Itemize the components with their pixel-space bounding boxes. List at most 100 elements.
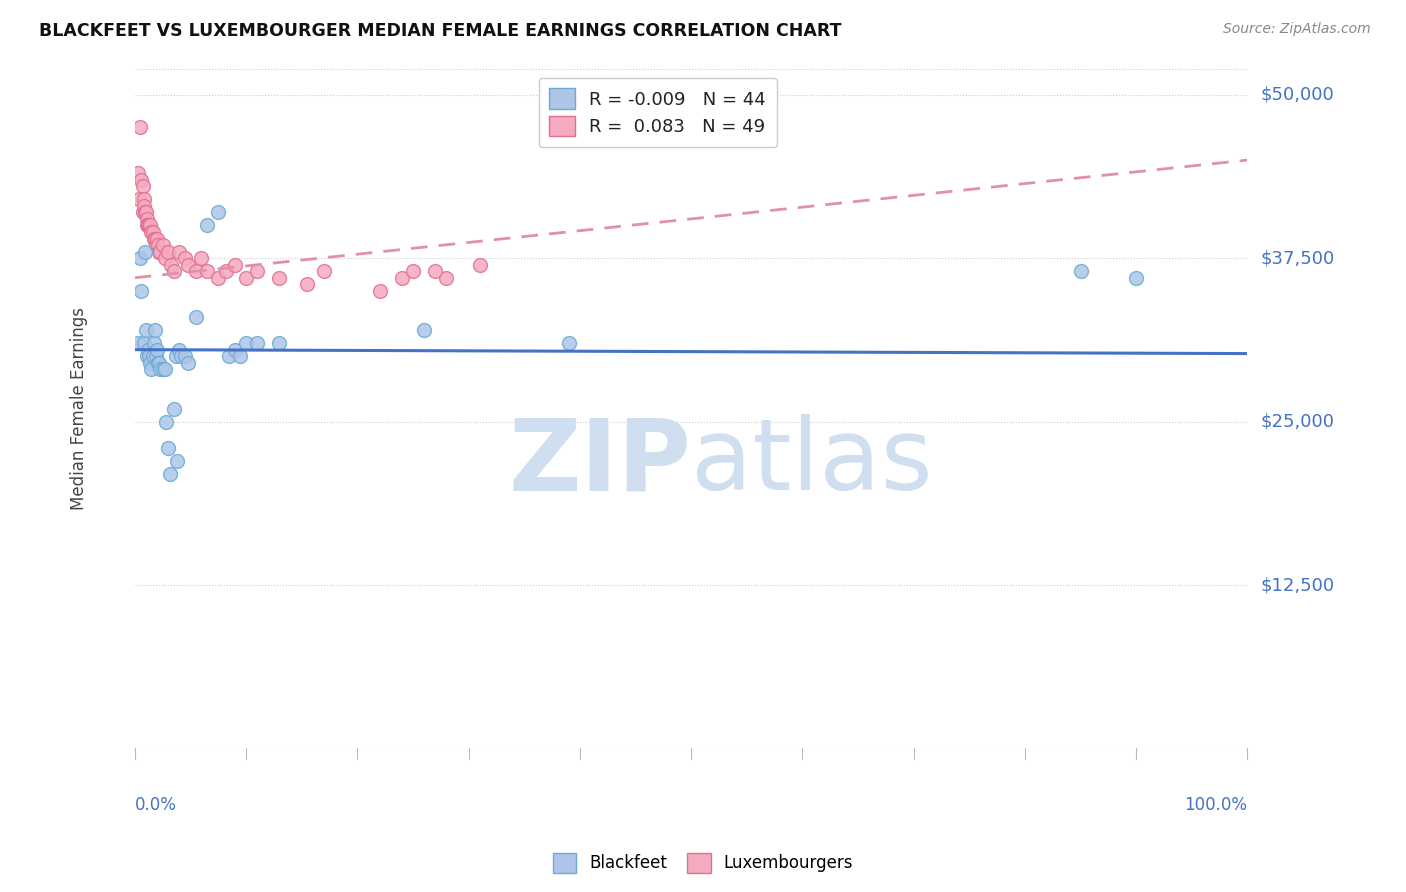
Point (235, 270, 257, 285)
Point (132, 336, 155, 351)
Point (195, 264, 218, 278)
Point (145, 238, 167, 252)
Point (152, 362, 174, 376)
Point (177, 356, 200, 370)
Point (127, 166, 149, 180)
Point (138, 349, 160, 363)
Point (141, 349, 163, 363)
Point (153, 251, 176, 265)
Text: BLACKFEET VS LUXEMBOURGER MEDIAN FEMALE EARNINGS CORRELATION CHART: BLACKFEET VS LUXEMBOURGER MEDIAN FEMALE … (39, 22, 842, 40)
Point (136, 343, 159, 357)
Point (134, 244, 156, 259)
Point (163, 264, 186, 278)
Legend: R = -0.009   N = 44, R =  0.083   N = 49: R = -0.009 N = 44, R = 0.083 N = 49 (538, 78, 776, 147)
Point (1125, 270, 1147, 285)
Point (155, 415, 177, 429)
Text: 100.0%: 100.0% (1184, 796, 1247, 814)
Point (170, 349, 193, 363)
Point (312, 264, 335, 278)
Point (195, 219, 218, 233)
Point (167, 343, 190, 357)
Point (157, 244, 180, 259)
Point (128, 192, 150, 206)
Text: ZIP: ZIP (508, 415, 692, 511)
Point (246, 264, 269, 278)
Point (143, 323, 166, 337)
Point (218, 349, 240, 363)
Point (139, 356, 162, 370)
Point (235, 336, 257, 351)
Point (413, 323, 436, 337)
Point (434, 270, 457, 285)
Point (557, 336, 579, 351)
Point (177, 258, 200, 272)
Point (184, 264, 207, 278)
Text: $37,500: $37,500 (1261, 249, 1336, 267)
Point (269, 336, 291, 351)
Point (224, 343, 246, 357)
Point (146, 343, 169, 357)
Point (136, 219, 159, 233)
Text: Median Female Earnings: Median Female Earnings (70, 307, 89, 510)
Point (402, 264, 425, 278)
Point (165, 349, 187, 363)
Point (129, 251, 152, 265)
Point (148, 356, 170, 370)
Point (127, 336, 149, 351)
Point (142, 231, 165, 245)
Point (160, 258, 183, 272)
Point (190, 251, 212, 265)
Point (129, 120, 152, 135)
Point (141, 362, 163, 376)
Point (132, 199, 155, 213)
Point (131, 205, 153, 219)
Point (132, 192, 155, 206)
Point (148, 244, 170, 259)
Point (136, 219, 159, 233)
Point (145, 349, 167, 363)
Point (173, 251, 195, 265)
Point (224, 258, 246, 272)
Point (269, 270, 291, 285)
Point (149, 362, 172, 376)
Point (246, 336, 269, 351)
Point (141, 225, 163, 239)
Point (215, 264, 238, 278)
Point (131, 179, 153, 194)
Point (391, 270, 413, 285)
Point (146, 356, 169, 370)
Point (143, 231, 166, 245)
Point (149, 244, 172, 259)
Point (368, 284, 391, 298)
Point (146, 238, 169, 252)
Point (163, 401, 186, 416)
Point (131, 284, 153, 298)
Text: $50,000: $50,000 (1261, 86, 1334, 103)
Point (295, 277, 318, 292)
Point (157, 441, 180, 455)
Text: Source: ZipAtlas.com: Source: ZipAtlas.com (1223, 22, 1371, 37)
Point (138, 219, 160, 233)
Point (146, 231, 169, 245)
Point (152, 238, 174, 252)
Point (141, 225, 163, 239)
Point (207, 270, 229, 285)
Point (153, 362, 176, 376)
Text: 0.0%: 0.0% (135, 796, 177, 814)
Text: $12,500: $12,500 (1261, 576, 1334, 594)
Point (134, 205, 156, 219)
Text: atlas: atlas (692, 415, 932, 511)
Point (135, 323, 157, 337)
Legend: Blackfeet, Luxembourgers: Blackfeet, Luxembourgers (546, 847, 860, 880)
Point (423, 264, 446, 278)
Point (184, 310, 207, 324)
Point (135, 205, 157, 219)
Point (159, 467, 181, 481)
Point (136, 349, 159, 363)
Point (139, 219, 162, 233)
Point (142, 336, 165, 351)
Point (131, 172, 153, 186)
Text: $25,000: $25,000 (1261, 413, 1334, 431)
Point (166, 454, 188, 468)
Point (229, 349, 252, 363)
